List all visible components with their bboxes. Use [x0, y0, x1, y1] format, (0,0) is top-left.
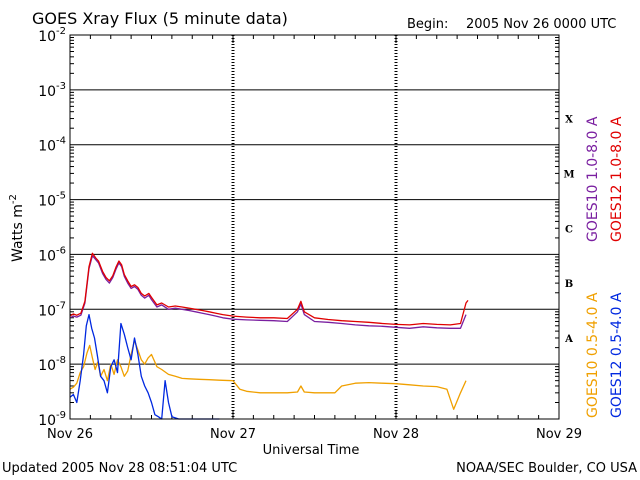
y-axis-label: Watts m-2 [8, 194, 26, 262]
legend-entry: GOES10 0.5-4.0 A [585, 292, 601, 418]
y-tick-exp: -5 [56, 191, 66, 202]
y-tick-exp: -6 [56, 245, 66, 256]
y-tick-exp: -4 [56, 136, 66, 147]
y-tick-exp: -3 [56, 81, 66, 92]
y-tick-label: 10-2 [38, 26, 66, 45]
y-tick-exp: -7 [56, 300, 66, 311]
y-tick-label: 10-4 [38, 136, 66, 155]
y-tick-base: 10 [38, 358, 56, 374]
x-tick-label: Nov 26 [47, 427, 93, 442]
y-tick-label: 10-6 [38, 245, 66, 264]
flare-class-label: A [564, 334, 573, 345]
y-tick-base: 10 [38, 248, 56, 264]
flare-class-label: C [565, 224, 573, 235]
plot-frame [69, 34, 560, 420]
y-tick-label: 10-3 [38, 81, 66, 100]
series-line [69, 252, 469, 326]
grid [70, 34, 559, 420]
footer-credit: NOAA/SEC Boulder, CO USA [456, 461, 637, 476]
y-tick-base: 10 [38, 29, 56, 45]
series-line [69, 339, 467, 410]
y-tick-exp: -9 [56, 410, 66, 421]
y-tick-base: 10 [38, 139, 56, 155]
begin-value: 2005 Nov 26 0000 UTC [466, 17, 616, 32]
y-tick-exp: -8 [56, 355, 66, 366]
x-ticks: Nov 26 Nov 27 Nov 28 Nov 29 [47, 35, 582, 442]
series-line [69, 313, 220, 420]
begin-label: Begin: [407, 17, 448, 32]
x-tick-label: Nov 27 [210, 427, 256, 442]
x-axis-label: Universal Time [263, 443, 360, 458]
chart-title: GOES Xray Flux (5 minute data) [32, 9, 288, 28]
y-tick-base: 10 [38, 194, 56, 210]
flare-class-label: X [565, 115, 573, 126]
y-tick-base: 10 [38, 303, 56, 319]
flare-class-label: M [563, 169, 574, 180]
y-tick-base: 10 [38, 413, 56, 429]
footer-updated: Updated 2005 Nov 28 08:51:04 UTC [2, 461, 237, 476]
y-tick-label: 10-5 [38, 191, 66, 210]
legend-entry: GOES10 1.0-8.0 A [585, 116, 601, 242]
x-tick-label: Nov 28 [373, 427, 419, 442]
series-layer [69, 252, 469, 420]
y-axis-label-text: Watts m [10, 204, 26, 262]
flare-class-labels: X M C B A [563, 115, 574, 345]
y-tick-label: 10-9 [38, 410, 66, 429]
legend-entry: GOES12 0.5-4.0 A [609, 292, 625, 418]
y-ticks: 10-210-310-410-510-610-710-810-9 [38, 26, 559, 429]
y-tick-base: 10 [38, 84, 56, 100]
series-line [69, 255, 467, 329]
legend-entry: GOES12 1.0-8.0 A [609, 116, 625, 242]
flare-class-label: B [565, 279, 573, 290]
legend: GOES10 1.0-8.0 A GOES12 1.0-8.0 A GOES10 0… [585, 116, 625, 418]
y-tick-label: 10-8 [38, 355, 66, 374]
x-tick-label: Nov 29 [536, 427, 582, 442]
y-tick-exp: -2 [56, 26, 66, 37]
y-axis-label-sup: -2 [8, 194, 19, 204]
y-tick-label: 10-7 [38, 300, 66, 319]
